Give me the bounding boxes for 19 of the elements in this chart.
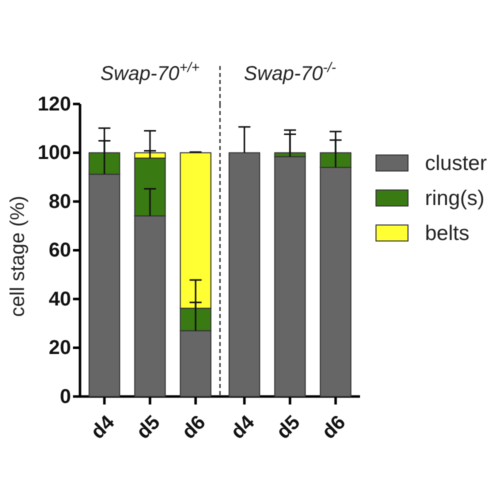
x-tick-label: d5 <box>132 411 164 444</box>
legend-label: ring(s) <box>425 187 485 210</box>
y-axis-title: cell stage (%) <box>7 196 29 317</box>
x-tick-label: d4 <box>226 410 260 444</box>
x-tick-label: d4 <box>86 410 120 444</box>
legend-label: cluster <box>425 152 487 175</box>
chart-title: Swap-70$^{-/-}$ <box>244 59 336 85</box>
legend-label: belts <box>425 222 470 245</box>
chart-title: Swap-70$^{+/+}$ <box>100 59 200 85</box>
y-tick-label: 0 <box>60 386 71 408</box>
y-tick-label: 100 <box>38 142 71 164</box>
y-tick-label: 60 <box>48 240 71 262</box>
x-tick-label: d6 <box>178 411 210 444</box>
y-tick-label: 40 <box>48 288 71 310</box>
y-tick-label: 20 <box>48 337 71 360</box>
y-tick-label: 120 <box>38 93 71 116</box>
x-tick-label: d6 <box>318 411 350 444</box>
y-tick-label: 80 <box>48 190 71 213</box>
x-tick-label: d5 <box>272 411 304 444</box>
